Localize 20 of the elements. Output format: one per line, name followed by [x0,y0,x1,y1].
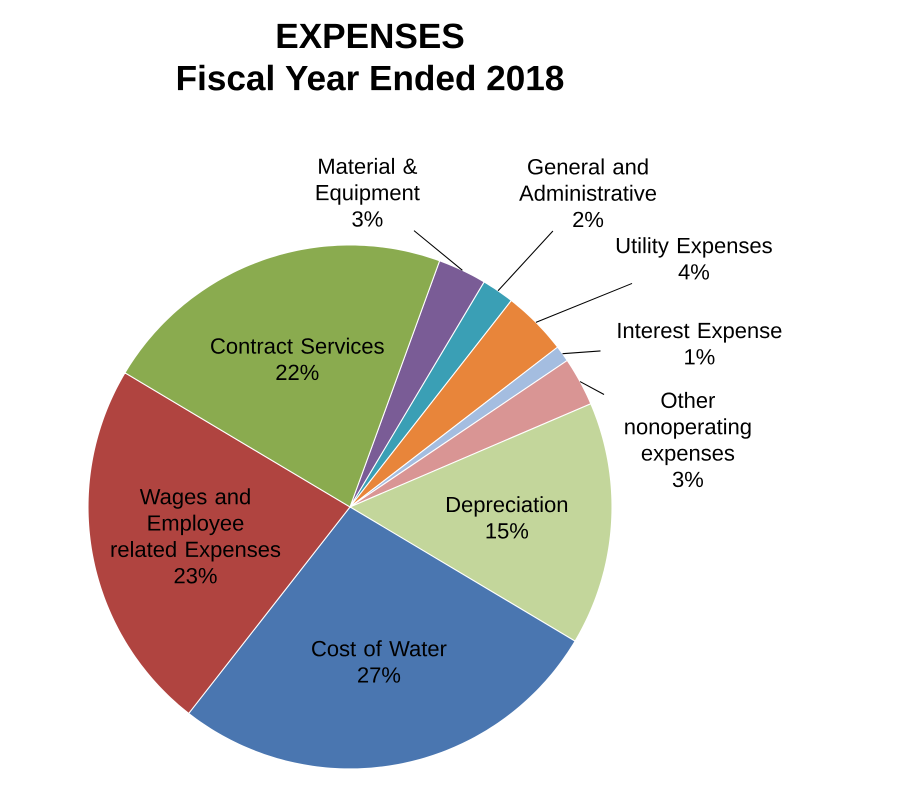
slice-label: Material & Equipment [316,158,420,205]
slice-label: Utility Expenses [616,237,772,258]
data-label: 3% [672,472,703,488]
chart-subtitle: Fiscal Year Ended 2018 [178,64,564,91]
slice-label: Wages and Employee related Expenses [111,488,280,562]
slice-label: Other nonoperating expenses [625,392,751,466]
slice-label: Contract Services [211,338,384,354]
data-label: 22% [276,364,318,380]
data-label: 2% [573,212,604,228]
data-label: 4% [678,264,709,280]
data-label: 3% [352,211,382,227]
slice-label: General and Administrative [519,158,656,201]
data-label: 23% [174,568,217,584]
chart-title: EXPENSES [278,23,464,48]
slice-label: Cost of Water [312,640,447,656]
data-label: 1% [685,349,714,365]
slice-label: Depreciation [446,496,568,517]
data-label: 27% [358,667,400,683]
slice-label: Interest Expense [618,322,782,343]
data-label: 15% [486,523,528,539]
